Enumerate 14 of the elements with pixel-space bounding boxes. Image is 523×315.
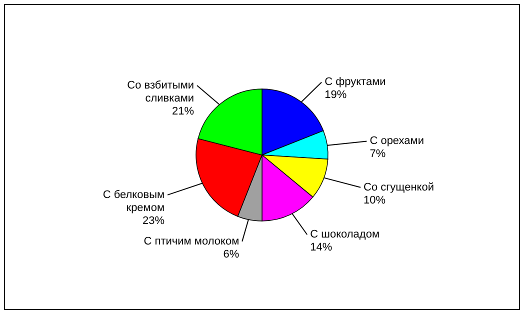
data-label: 21%: [172, 105, 194, 118]
data-label: 6%: [223, 248, 240, 260]
data-label: 7%: [370, 148, 386, 160]
data-label: 19%: [324, 89, 347, 102]
slice-label: С птичим молоком: [144, 235, 240, 248]
slice-label: Со взбитыми сливками: [127, 79, 194, 104]
data-label: 14%: [310, 242, 332, 254]
data-label: 10%: [364, 194, 386, 206]
slice-label: С орехами: [370, 135, 424, 148]
slice-label: С фруктами: [324, 76, 386, 88]
data-label: 23%: [142, 214, 165, 227]
slice-label: С белковым кремом: [102, 188, 165, 214]
slice-label: Со сгущенкой: [364, 181, 434, 194]
slice-label: С шоколадом: [310, 228, 380, 241]
